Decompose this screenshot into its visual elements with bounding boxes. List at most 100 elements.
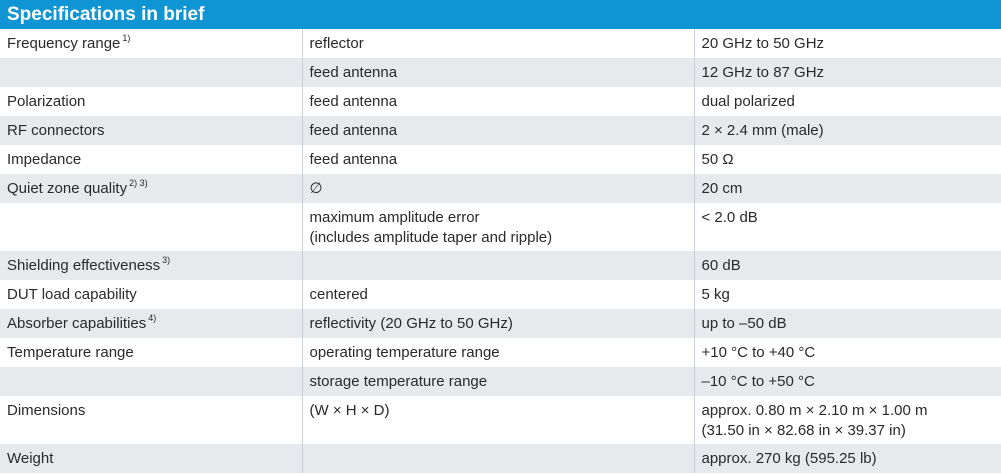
spec-value: approx. 270 kg (595.25 lb) bbox=[694, 444, 1001, 473]
footnote-ref: 2) 3) bbox=[129, 178, 148, 188]
spec-condition: reflectivity (20 GHz to 50 GHz) bbox=[302, 309, 695, 338]
spec-label: RF connectors bbox=[0, 116, 303, 145]
spec-label bbox=[0, 367, 303, 396]
spec-condition: operating temperature range bbox=[302, 338, 695, 367]
spec-value-line: 20 cm bbox=[701, 180, 743, 197]
spec-condition: feed antenna bbox=[302, 116, 695, 145]
spec-value: –10 °C to +50 °C bbox=[694, 367, 1001, 396]
footnote-ref: 1) bbox=[122, 33, 131, 43]
spec-row: Dimensions (W × H × D) approx. 0.80 m × 2.… bbox=[0, 396, 1001, 444]
spec-condition-line: reflector bbox=[309, 35, 364, 52]
spec-value: 60 dB bbox=[694, 251, 1001, 280]
spec-condition: reflector bbox=[302, 29, 695, 58]
section-title: Specifications in brief bbox=[0, 0, 1001, 29]
spec-condition-line: ∅ bbox=[309, 180, 323, 197]
spec-label: Temperature range bbox=[0, 338, 303, 367]
spec-condition-line: reflectivity (20 GHz to 50 GHz) bbox=[309, 315, 513, 332]
spec-table: Frequency range 1) reflector 20 GHz to 50 G… bbox=[0, 29, 1001, 473]
spec-table-body: Frequency range 1) reflector 20 GHz to 50 G… bbox=[0, 29, 1001, 473]
spec-row: Absorber capabilities 4) reflectivity (20 … bbox=[0, 309, 1001, 338]
spec-row: Polarization feed antenna dual polarized bbox=[0, 87, 1001, 116]
spec-value: +10 °C to +40 °C bbox=[694, 338, 1001, 367]
spec-condition-line: centered bbox=[309, 286, 368, 303]
spec-value: 20 cm bbox=[694, 174, 1001, 203]
spec-label bbox=[0, 58, 303, 87]
spec-condition-line: (includes amplitude taper and ripple) bbox=[309, 229, 553, 246]
spec-label: Quiet zone quality 2) 3) bbox=[0, 174, 303, 203]
spec-condition: ∅ bbox=[302, 174, 695, 203]
spec-value-line: up to –50 dB bbox=[701, 315, 787, 332]
spec-condition: feed antenna bbox=[302, 87, 695, 116]
spec-condition: feed antenna bbox=[302, 145, 695, 174]
spec-value-line: < 2.0 dB bbox=[701, 209, 758, 226]
spec-condition: maximum amplitude error (includes amplitu… bbox=[302, 203, 695, 251]
spec-value-line: approx. 270 kg (595.25 lb) bbox=[701, 450, 877, 467]
spec-label: Shielding effectiveness 3) bbox=[0, 251, 303, 280]
spec-condition-line: feed antenna bbox=[309, 122, 398, 139]
spec-label: Absorber capabilities 4) bbox=[0, 309, 303, 338]
spec-condition-line: feed antenna bbox=[309, 151, 398, 168]
spec-value-line: +10 °C to +40 °C bbox=[701, 344, 816, 361]
spec-value: 2 × 2.4 mm (male) bbox=[694, 116, 1001, 145]
spec-label: Weight bbox=[0, 444, 303, 473]
spec-value: 12 GHz to 87 GHz bbox=[694, 58, 1001, 87]
spec-label-text: Frequency range bbox=[7, 35, 121, 52]
spec-row: storage temperature range –10 °C to +50 °… bbox=[0, 367, 1001, 396]
spec-value: approx. 0.80 m × 2.10 m × 1.00 m (31.50 i… bbox=[694, 396, 1001, 444]
spec-value-line: (31.50 in × 82.68 in × 39.37 in) bbox=[701, 422, 906, 439]
spec-label-text: Temperature range bbox=[7, 344, 134, 361]
spec-row: Temperature range operating temperature r… bbox=[0, 338, 1001, 367]
spec-label-text: Polarization bbox=[7, 93, 86, 110]
spec-label-text: Absorber capabilities bbox=[7, 315, 147, 332]
spec-row: Frequency range 1) reflector 20 GHz to 50 G… bbox=[0, 29, 1001, 58]
spec-label-text: Dimensions bbox=[7, 402, 86, 419]
spec-label: Impedance bbox=[0, 145, 303, 174]
spec-row: Shielding effectiveness 3) 60 dB bbox=[0, 251, 1001, 280]
spec-value-line: 2 × 2.4 mm (male) bbox=[701, 122, 824, 139]
spec-condition: feed antenna bbox=[302, 58, 695, 87]
spec-row: Weight approx. 270 kg (595.25 lb) bbox=[0, 444, 1001, 473]
spec-condition: storage temperature range bbox=[302, 367, 695, 396]
spec-label: Dimensions bbox=[0, 396, 303, 444]
spec-row: maximum amplitude error (includes amplitu… bbox=[0, 203, 1001, 251]
spec-condition: centered bbox=[302, 280, 695, 309]
spec-label: DUT load capability bbox=[0, 280, 303, 309]
spec-label: Frequency range 1) bbox=[0, 29, 303, 58]
spec-value: 20 GHz to 50 GHz bbox=[694, 29, 1001, 58]
spec-value-line: dual polarized bbox=[701, 93, 795, 110]
spec-condition-line: maximum amplitude error bbox=[309, 209, 480, 226]
spec-value: dual polarized bbox=[694, 87, 1001, 116]
spec-label-text: Shielding effectiveness bbox=[7, 257, 161, 274]
spec-condition-line: feed antenna bbox=[309, 64, 398, 81]
spec-condition-line: storage temperature range bbox=[309, 373, 488, 390]
spec-row: Quiet zone quality 2) 3) ∅ 20 cm bbox=[0, 174, 1001, 203]
spec-condition bbox=[302, 444, 695, 473]
spec-label: Polarization bbox=[0, 87, 303, 116]
spec-label-text: Impedance bbox=[7, 151, 82, 168]
spec-value-line: 20 GHz to 50 GHz bbox=[701, 35, 825, 52]
spec-condition-line: operating temperature range bbox=[309, 344, 500, 361]
spec-row: RF connectors feed antenna 2 × 2.4 mm (mal… bbox=[0, 116, 1001, 145]
spec-value-line: 5 kg bbox=[701, 286, 730, 303]
spec-label bbox=[0, 203, 303, 251]
spec-label-text: DUT load capability bbox=[7, 286, 137, 303]
footnote-ref: 4) bbox=[148, 313, 157, 323]
footnote-ref: 3) bbox=[162, 255, 171, 265]
spec-value-line: approx. 0.80 m × 2.10 m × 1.00 m bbox=[701, 402, 928, 419]
spec-value-line: 50 Ω bbox=[701, 151, 734, 168]
spec-row: Impedance feed antenna 50 Ω bbox=[0, 145, 1001, 174]
spec-value-line: –10 °C to +50 °C bbox=[701, 373, 815, 390]
spec-value: up to –50 dB bbox=[694, 309, 1001, 338]
spec-condition: (W × H × D) bbox=[302, 396, 695, 444]
spec-label-text: Quiet zone quality bbox=[7, 180, 128, 197]
spec-row: DUT load capability centered 5 kg bbox=[0, 280, 1001, 309]
spec-row: feed antenna 12 GHz to 87 GHz bbox=[0, 58, 1001, 87]
spec-condition-line: (W × H × D) bbox=[309, 402, 390, 419]
spec-label-text: Weight bbox=[7, 450, 54, 467]
spec-value-line: 12 GHz to 87 GHz bbox=[701, 64, 825, 81]
spec-condition bbox=[302, 251, 695, 280]
spec-condition-line: feed antenna bbox=[309, 93, 398, 110]
spec-value: 5 kg bbox=[694, 280, 1001, 309]
spec-label-text: RF connectors bbox=[7, 122, 105, 139]
spec-value: < 2.0 dB bbox=[694, 203, 1001, 251]
